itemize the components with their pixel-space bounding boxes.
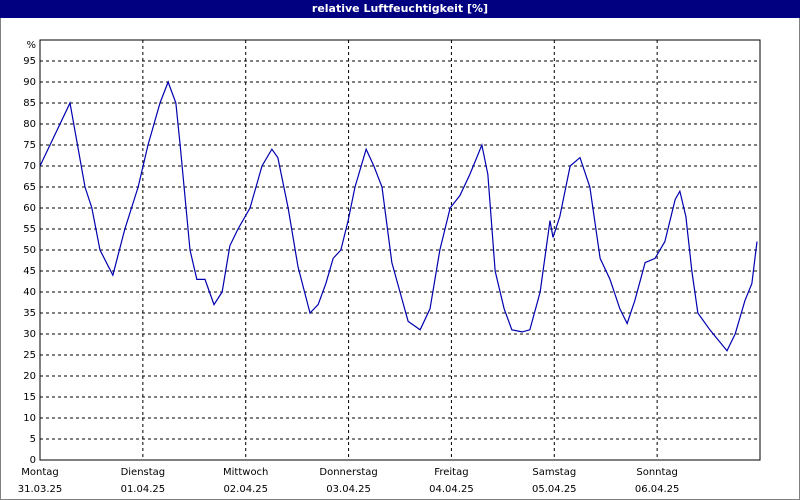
x-tick-date: 31.03.25 (18, 484, 63, 495)
y-tick-label: 30 (23, 329, 36, 340)
y-tick-label: 60 (23, 203, 36, 214)
y-tick-label: 10 (23, 413, 36, 424)
x-tick-date: 05.04.25 (532, 484, 577, 495)
x-tick-date: 01.04.25 (121, 484, 166, 495)
chart-title: relative Luftfeuchtigkeit [%] (312, 2, 488, 15)
y-tick-label: 20 (23, 371, 36, 382)
x-tick-label: Sonntag (636, 467, 678, 478)
y-tick-label: 15 (23, 392, 36, 403)
y-tick-label: 55 (23, 224, 36, 235)
y-tick-label: 65 (23, 182, 36, 193)
x-tick-date: 03.04.25 (326, 484, 371, 495)
x-tick-label: Samstag (532, 467, 576, 478)
y-tick-label: 40 (23, 287, 36, 298)
x-tick-date: 06.04.25 (635, 484, 680, 495)
y-tick-label: 90 (23, 77, 36, 88)
y-tick-label: 50 (23, 245, 36, 256)
y-tick-label: 25 (23, 350, 36, 361)
x-tick-label: Montag (21, 467, 58, 478)
x-tick-label: Freitag (434, 467, 468, 478)
y-tick-label: 0 (30, 455, 36, 466)
x-tick-label: Donnerstag (319, 467, 377, 478)
x-tick-date: 04.04.25 (429, 484, 474, 495)
y-tick-label: 75 (23, 140, 36, 151)
y-tick-label: 85 (23, 98, 36, 109)
y-tick-label: 70 (23, 161, 36, 172)
humidity-line (39, 80, 758, 352)
y-tick-label: 80 (23, 119, 36, 130)
y-tick-label: 35 (23, 308, 36, 319)
x-tick-label: Mittwoch (223, 467, 268, 478)
title-bar (0, 0, 800, 18)
y-tick-label: % (26, 40, 36, 51)
y-tick-label: 5 (30, 434, 36, 445)
y-tick-label: 45 (23, 266, 36, 277)
x-tick-date: 02.04.25 (223, 484, 268, 495)
x-tick-label: Dienstag (121, 467, 166, 478)
y-tick-label: 95 (23, 56, 36, 67)
